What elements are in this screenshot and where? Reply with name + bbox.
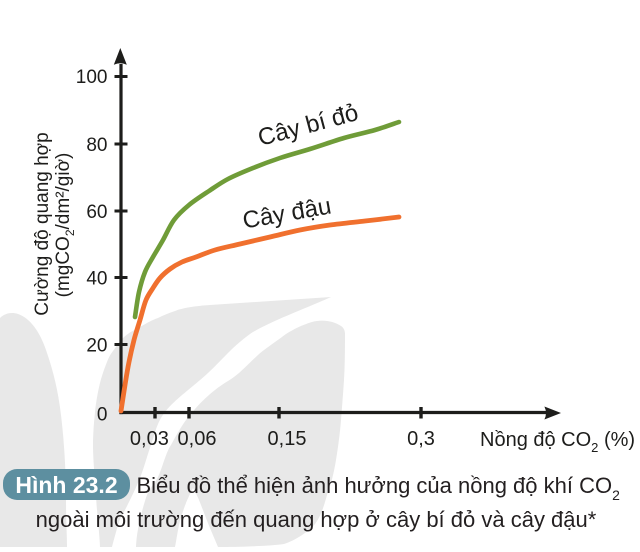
svg-text:0,06: 0,06 [178, 428, 217, 450]
svg-text:Nồng độ CO2 (%): Nồng độ CO2 (%) [480, 429, 635, 455]
svg-text:0: 0 [97, 405, 108, 426]
svg-text:20: 20 [86, 336, 107, 357]
svg-text:Cường độ quang hợp: Cường độ quang hợp [32, 132, 53, 315]
svg-text:Cây bí đỏ: Cây bí đỏ [255, 99, 361, 152]
svg-text:Hình 23.2: Hình 23.2 [15, 472, 117, 498]
svg-text:40: 40 [86, 269, 107, 290]
svg-text:(mgCO2/dm²/giờ): (mgCO2/dm²/giờ) [53, 153, 77, 298]
svg-text:60: 60 [86, 202, 107, 223]
svg-text:100: 100 [76, 67, 108, 88]
svg-text:0,15: 0,15 [268, 428, 307, 450]
svg-text:ngoài môi trường đến quang hợp: ngoài môi trường đến quang hợp ở cây bí … [36, 507, 597, 532]
svg-text:0,3: 0,3 [407, 428, 435, 450]
svg-text:0,03: 0,03 [130, 428, 169, 450]
svg-text:80: 80 [86, 135, 107, 156]
